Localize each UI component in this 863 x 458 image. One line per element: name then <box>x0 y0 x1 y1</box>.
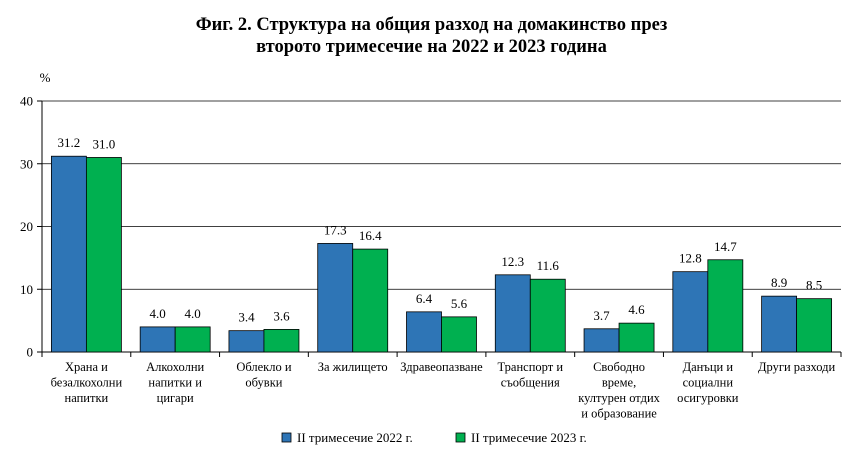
bar-2022 <box>494 274 531 353</box>
data-label-2022: 4.0 <box>150 306 166 321</box>
bar-2023 <box>529 278 566 353</box>
data-label-2023: 14.7 <box>714 239 737 254</box>
data-label-2023: 8.5 <box>806 278 822 293</box>
bar-2023 <box>174 326 211 353</box>
data-label-2022: 12.8 <box>679 251 702 266</box>
bar-2023 <box>707 259 744 353</box>
bar-2023 <box>85 157 122 353</box>
category-label: Храна и безалкохолни напитки <box>51 360 123 405</box>
category-label-line: Транспорт и <box>498 360 564 374</box>
y-tick-label: 40 <box>20 94 33 109</box>
data-label-2023: 11.6 <box>537 258 560 273</box>
bar-2022 <box>583 328 620 353</box>
data-label-2022: 17.3 <box>324 222 347 237</box>
data-labels: 31.2 31.0 4.0 4.0 3.4 3.6 17.3 16.4 6.4 5.6 12.3 11… <box>58 135 823 324</box>
category-label: Данъци и социални осигуровки <box>677 360 739 405</box>
data-label-2022: 6.4 <box>416 291 433 306</box>
category-label: Алкохолни напитки и цигари <box>146 360 204 405</box>
bar-2022 <box>50 155 87 353</box>
category-label-line: съобщения <box>501 376 560 390</box>
category-label: Здравеопазване <box>400 360 483 374</box>
data-label-2023: 3.6 <box>273 308 290 323</box>
category-label-line: цигари <box>157 391 194 405</box>
data-label-2022: 3.7 <box>593 308 610 323</box>
category-label: За жилището <box>318 360 388 374</box>
bar-2023 <box>263 329 300 353</box>
y-tick-label: 30 <box>20 156 33 171</box>
category-label-line: и образование <box>581 407 657 421</box>
bar-2023 <box>352 248 389 353</box>
legend-label-2022: II тримесечие 2022 г. <box>297 430 413 445</box>
data-label-2023: 16.4 <box>359 228 382 243</box>
bars <box>50 155 833 353</box>
data-label-2023: 4.0 <box>185 306 201 321</box>
category-label-line: Алкохолни <box>146 360 204 374</box>
bar-2022 <box>672 271 709 353</box>
bar-2023 <box>796 298 833 353</box>
category-label-line: Други разходи <box>758 360 836 374</box>
y-tick-label: 0 <box>27 345 34 360</box>
category-label: Транспорт и съобщения <box>498 360 564 390</box>
category-label-line: Облекло и <box>236 360 292 374</box>
category-label-line: Данъци и <box>683 360 734 374</box>
y-axis-unit-label: % <box>40 70 51 85</box>
data-label-2023: 31.0 <box>93 136 116 151</box>
legend: II тримесечие 2022 г. II тримесечие 2023 … <box>281 430 587 445</box>
category-label-line: безалкохолни <box>51 376 123 390</box>
bar-2022 <box>761 295 798 353</box>
category-label: Други разходи <box>758 360 836 374</box>
data-label-2022: 8.9 <box>771 275 787 290</box>
category-label-line: Свободно <box>593 360 645 374</box>
bar-2022 <box>406 311 442 353</box>
data-label-2022: 31.2 <box>58 135 81 150</box>
bar-2023 <box>441 316 477 353</box>
category-label-line: Здравеопазване <box>400 360 483 374</box>
data-label-2022: 12.3 <box>501 254 524 269</box>
category-label-line: културен отдих <box>578 391 660 405</box>
category-labels: Храна и безалкохолни напитки Алкохолни напит… <box>51 360 836 421</box>
bar-2023 <box>618 322 655 353</box>
legend-swatch-2022 <box>281 432 292 443</box>
data-label-2022: 3.4 <box>238 310 255 325</box>
category-label: Свободно време, културен отдих и образовани… <box>578 360 660 421</box>
category-label-line: За жилището <box>318 360 388 374</box>
bar-2022 <box>139 326 176 353</box>
chart-title: Фиг. 2. Структура на общия разход на дом… <box>0 14 863 58</box>
category-label: Облекло и обувки <box>236 360 292 390</box>
data-label-2023: 5.6 <box>451 296 468 311</box>
bar-2022 <box>317 243 354 353</box>
category-label-line: осигуровки <box>677 391 739 405</box>
bar-2022 <box>228 330 265 353</box>
legend-swatch-2023 <box>455 432 466 443</box>
chart-title-line2: второто тримесечие на 2022 и 2023 година <box>256 37 607 57</box>
category-label-line: социални <box>683 376 734 390</box>
y-tick-label: 20 <box>20 219 33 234</box>
legend-label-2023: II тримесечие 2023 г. <box>471 430 587 445</box>
category-label-line: Храна и <box>65 360 108 374</box>
y-tick-label: 10 <box>20 282 33 297</box>
category-label-line: напитки <box>65 391 109 405</box>
chart-title-line1: Фиг. 2. Структура на общия разход на дом… <box>195 15 668 35</box>
category-label-line: напитки и <box>148 376 202 390</box>
category-label-line: обувки <box>245 376 282 390</box>
category-label-line: време, <box>602 376 636 390</box>
data-label-2023: 4.6 <box>628 302 645 317</box>
